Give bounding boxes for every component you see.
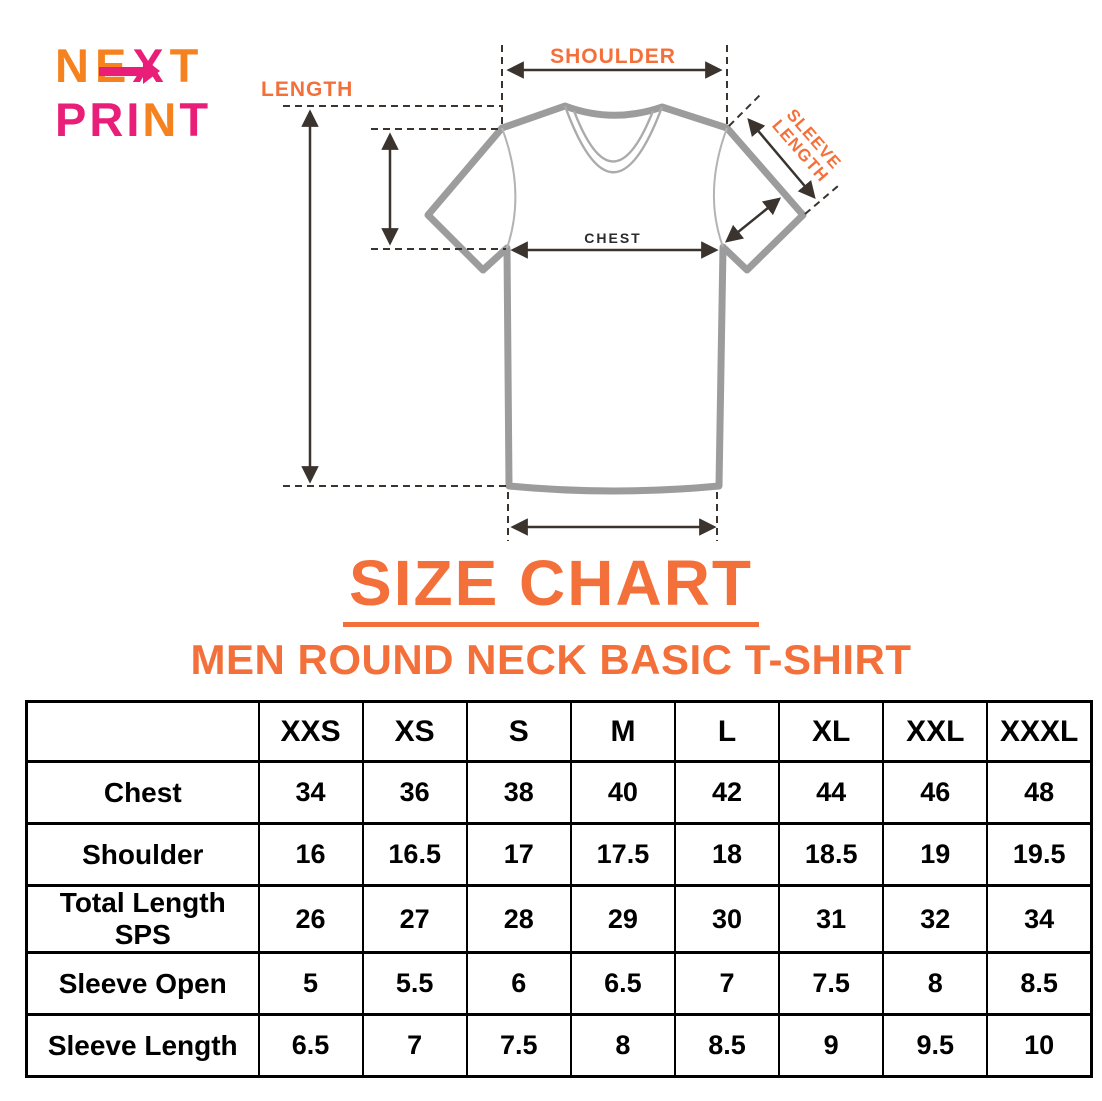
sleeve-length-label: SLEEVELENGTH (768, 104, 846, 186)
size-table-header-row: XXS XS S M L XL XXL XXXL (25, 700, 1093, 763)
measurement-arrows (301, 61, 816, 536)
size-value-cell: 18 (673, 822, 781, 887)
size-value-cell: 34 (257, 760, 364, 825)
size-value-cell: 27 (361, 884, 468, 954)
size-value-cell: 46 (882, 760, 989, 825)
size-value-cell: 48 (986, 760, 1093, 825)
brand-logo: NEXT PRINT (55, 42, 211, 143)
size-value-cell: 5.5 (361, 951, 468, 1016)
row-label: Shoulder (25, 822, 260, 887)
size-value-cell: 7.5 (465, 1013, 572, 1078)
size-value-cell: 7 (361, 1013, 468, 1078)
page-subtitle: MEN ROUND NECK BASIC T-SHIRT (190, 636, 912, 683)
size-value-cell: 26 (257, 884, 364, 954)
size-column-header: S (465, 700, 572, 763)
size-value-cell: 17.5 (569, 822, 677, 887)
size-value-cell: 7 (673, 951, 781, 1016)
corner-cell (25, 700, 260, 763)
row-label: Sleeve Length (25, 1013, 260, 1078)
shoulder-label: SHOULDER (550, 45, 676, 68)
size-value-cell: 9.5 (882, 1013, 989, 1078)
logo-letter: R (89, 93, 127, 146)
measurement-row-total-length: Total Length SPS 26 27 28 29 30 31 32 34 (25, 884, 1093, 954)
size-value-cell: 8 (882, 951, 989, 1016)
logo-arrowhead-icon (143, 58, 160, 84)
right-armhole-seam (712, 127, 728, 248)
logo-letter: P (55, 93, 90, 146)
size-value-cell: 8.5 (673, 1013, 781, 1078)
page-title: SIZE CHART (343, 548, 759, 628)
measurement-row-sleeve-length: Sleeve Length 6.5 7 7.5 8 8.5 9 9.5 10 (25, 1013, 1093, 1078)
left-armhole-seam (501, 127, 517, 249)
size-value-cell: 44 (778, 760, 885, 825)
size-value-cell: 42 (673, 760, 781, 825)
row-label: Chest (25, 760, 260, 825)
size-column-header: XXS (257, 700, 364, 763)
logo-arrow-icon (99, 67, 145, 76)
tshirt-outline (424, 102, 807, 495)
collar-outer-seam (563, 105, 664, 174)
collar-inner-seam (572, 110, 655, 163)
size-value-cell: 29 (569, 884, 677, 954)
chest-label: CHEST (584, 230, 641, 246)
size-value-cell: 38 (465, 760, 572, 825)
size-value-cell: 19 (882, 822, 989, 887)
sleeve-length-arrow (747, 117, 816, 200)
size-column-header: XXL (882, 700, 989, 763)
size-column-header: L (673, 700, 781, 763)
logo-letter: T (179, 93, 212, 146)
size-value-cell: 40 (569, 760, 677, 825)
size-value-cell: 31 (778, 884, 885, 954)
size-value-cell: 28 (465, 884, 572, 954)
logo-letter: I (126, 93, 143, 146)
size-value-cell: 34 (986, 884, 1093, 954)
size-column-header: XXXL (986, 700, 1093, 763)
size-column-header: M (569, 700, 677, 763)
size-value-cell: 9 (778, 1013, 885, 1078)
size-value-cell: 30 (673, 884, 781, 954)
measurement-row-sleeve-open: Sleeve Open 5 5.5 6 6.5 7 7.5 8 8.5 (25, 951, 1093, 1016)
measurement-row-chest: Chest 34 36 38 40 42 44 46 48 (25, 760, 1093, 825)
size-value-cell: 7.5 (778, 951, 885, 1016)
size-value-cell: 18.5 (778, 822, 885, 887)
size-table: XXS XS S M L XL XXL XXXL Chest 34 36 38 … (25, 700, 1093, 1078)
size-value-cell: 6.5 (257, 1013, 364, 1078)
row-label: Sleeve Open (25, 951, 260, 1016)
size-value-cell: 16.5 (361, 822, 468, 887)
logo-letter: T (169, 39, 205, 92)
tshirt-measurement-diagram: SHOULDER LENGTH SLEEVELENGTH CHEST (261, 45, 846, 541)
size-value-cell: 17 (465, 822, 572, 887)
logo-letter: N (55, 39, 95, 92)
size-value-cell: 8 (569, 1013, 677, 1078)
size-column-header: XS (361, 700, 468, 763)
sleeve-open-arrow (724, 197, 782, 243)
logo-letter: E (94, 39, 133, 92)
size-value-cell: 32 (882, 884, 989, 954)
measurement-row-shoulder: Shoulder 16 16.5 17 17.5 18 18.5 19 19.5 (25, 822, 1093, 887)
title-container: SIZE CHART (0, 548, 1102, 628)
dashed-guides (283, 45, 839, 541)
logo-letter: N (142, 93, 180, 146)
row-label: Total Length SPS (25, 884, 260, 954)
size-value-cell: 8.5 (986, 951, 1093, 1016)
size-column-header: XL (778, 700, 885, 763)
size-value-cell: 10 (986, 1013, 1093, 1078)
size-value-cell: 6 (465, 951, 572, 1016)
size-value-cell: 36 (361, 760, 468, 825)
size-value-cell: 5 (257, 951, 364, 1016)
logo-line-print: PRINT (55, 96, 211, 143)
size-value-cell: 16 (257, 822, 364, 887)
size-value-cell: 6.5 (569, 951, 677, 1016)
size-value-cell: 19.5 (986, 822, 1093, 887)
length-label: LENGTH (261, 78, 353, 101)
